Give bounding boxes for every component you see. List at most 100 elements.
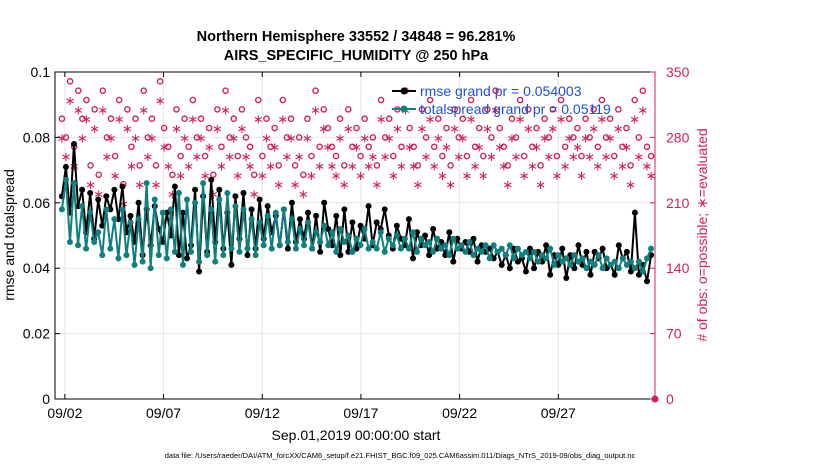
obs-possible-point [598, 96, 606, 104]
rmse-point [337, 252, 344, 259]
spread-point [184, 196, 191, 203]
obs-possible-point [99, 87, 107, 94]
spread-point [510, 255, 517, 262]
spread-point [58, 206, 65, 213]
spread-point [127, 219, 134, 226]
spread-point [434, 235, 441, 242]
spread-point [454, 245, 461, 252]
spread-point [502, 252, 509, 259]
obs-possible-point [565, 115, 573, 123]
obs-possible-point [574, 124, 581, 132]
rmse-point [244, 252, 251, 259]
spread-point [345, 232, 352, 239]
obs-possible-point [525, 106, 532, 113]
rmse-point [95, 196, 102, 203]
obs-possible-point [62, 134, 70, 141]
obs-evaluated-point: ∗ [277, 113, 288, 128]
spread-point [171, 248, 178, 255]
spread-point [135, 216, 142, 223]
rmse-point [526, 245, 533, 252]
obs-possible-point [467, 96, 475, 104]
obs-possible-point [132, 115, 139, 123]
rmse-point [409, 255, 416, 262]
spread-point [75, 242, 82, 249]
spread-point [200, 180, 207, 187]
spread-point [623, 261, 630, 268]
spread-point [256, 219, 263, 226]
obs-possible-point [381, 134, 389, 141]
obs-evaluated-point: ∗ [355, 169, 366, 184]
obs-evaluated-point: ∗ [388, 169, 399, 184]
obs-evaluated-point: ∗ [310, 103, 321, 118]
obs-evaluated-point: ∗ [175, 169, 186, 184]
obs-possible-point [336, 115, 344, 123]
obs-evaluated-point: ∗ [343, 122, 354, 137]
obs-evaluated-point: ∗ [490, 103, 501, 118]
rmse-point [127, 212, 134, 219]
rmse-point [571, 265, 578, 272]
obs-evaluated-point: ∗ [433, 131, 444, 146]
obs-possible-point [304, 115, 311, 123]
spread-point [284, 239, 291, 246]
obs-possible-point [553, 152, 561, 160]
spread-point [361, 225, 368, 232]
obs-possible-point [406, 124, 413, 132]
rmse-point [228, 261, 235, 268]
spread-point [555, 252, 562, 259]
rmse-point [446, 229, 453, 236]
x-tick-label: 09/02 [47, 405, 82, 421]
obs-evaluated-point: ∗ [134, 178, 145, 193]
obs-evaluated-point: ∗ [122, 122, 133, 137]
obs-possible-point [619, 143, 626, 151]
rmse-point [575, 242, 582, 249]
rmse-point [559, 245, 566, 252]
obs-evaluated-point: ∗ [61, 150, 72, 165]
spread-point [325, 242, 332, 249]
legend-spread-marker [400, 105, 408, 113]
obs-evaluated-point: ∗ [236, 122, 247, 137]
spread-point [381, 248, 388, 255]
spread-point [462, 248, 469, 255]
spread-point [296, 225, 303, 232]
obs-possible-point [541, 115, 548, 123]
obs-possible-point [602, 134, 610, 141]
obs-evaluated-point: ∗ [261, 131, 272, 146]
rmse-point [284, 245, 291, 252]
rmse-point [591, 248, 598, 255]
plot-area: ∗∗∗∗∗∗∗∗∗∗∗∗∗∗∗∗∗∗∗∗∗∗∗∗∗∗∗∗∗∗∗∗∗∗∗∗∗∗∗∗… [56, 78, 659, 403]
spread-point [260, 242, 267, 249]
obs-evaluated-point: ∗ [77, 131, 88, 146]
spread-point [179, 261, 186, 268]
obs-evaluated-point: ∗ [142, 150, 153, 165]
rmse-point [635, 271, 642, 278]
spread-point [599, 265, 606, 272]
spread-point [309, 245, 316, 252]
obs-possible-point [340, 162, 348, 169]
obs-possible-point [83, 96, 90, 104]
obs-evaluated-point: ∗ [106, 131, 117, 146]
obs-evaluated-point: ∗ [609, 169, 620, 184]
obs-possible-point [209, 171, 217, 179]
obs-evaluated-point: ∗ [73, 103, 84, 118]
spread-point [526, 255, 533, 262]
rmse-point [422, 232, 429, 239]
obs-evaluated-point: ∗ [286, 131, 297, 146]
obs-evaluated-point: ∗ [621, 141, 632, 156]
rmse-point [353, 245, 360, 252]
obs-possible-point [488, 134, 495, 141]
obs-evaluated-point: ∗ [187, 113, 198, 128]
obs-evaluated-point: ∗ [380, 150, 391, 165]
obs-evaluated-point: ∗ [519, 169, 530, 184]
y-axis-right-label: # of obs: o=possible; ∗=evaluated [694, 128, 710, 341]
spread-point [418, 235, 425, 242]
spread-point [397, 245, 404, 252]
obs-evaluated-point: ∗ [461, 169, 472, 184]
obs-evaluated-point: ∗ [163, 159, 174, 174]
rmse-point [135, 199, 142, 206]
rmse-point [313, 212, 320, 219]
obs-possible-point [422, 134, 430, 141]
obs-possible-point [529, 143, 536, 151]
obs-evaluated-point: ∗ [228, 131, 239, 146]
rmse-point [349, 219, 356, 226]
spread-point [111, 216, 118, 223]
